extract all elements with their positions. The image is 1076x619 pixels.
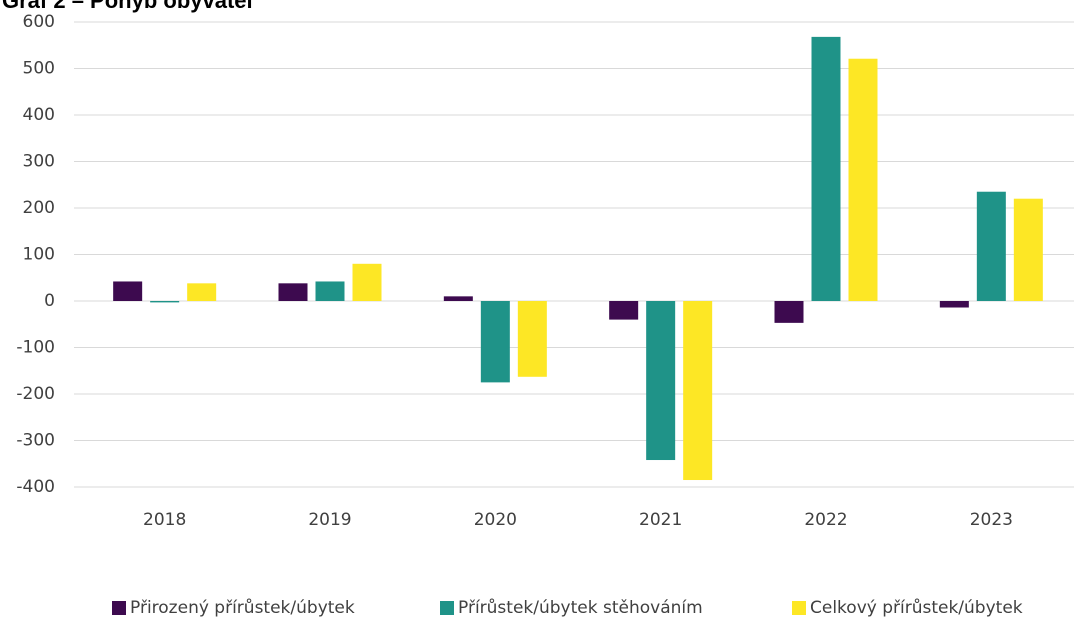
y-tick-label: 200	[23, 198, 55, 218]
y-tick-label: -200	[16, 384, 55, 404]
x-tick-label: 2021	[639, 510, 682, 530]
bar	[939, 301, 969, 308]
legend-label: Přirozený přírůstek/úbytek	[130, 598, 355, 618]
y-tick-label: -300	[16, 431, 55, 451]
chart-title: Graf 2 – Pohyb obyvatel	[2, 0, 253, 13]
x-tick-label: 2023	[970, 510, 1013, 530]
bar	[683, 301, 713, 481]
legend-label: Přírůstek/úbytek stěhováním	[458, 598, 703, 618]
x-tick-label: 2020	[474, 510, 517, 530]
bar	[848, 58, 878, 301]
y-tick-label: 400	[23, 105, 55, 125]
legend-swatch	[792, 601, 806, 615]
y-tick-label: 300	[23, 152, 55, 172]
bar	[443, 296, 473, 301]
bar	[352, 263, 382, 301]
legend-swatch	[112, 601, 126, 615]
bar	[113, 281, 143, 301]
bar	[150, 301, 180, 303]
x-tick-label: 2019	[308, 510, 351, 530]
bar	[976, 191, 1006, 301]
y-tick-label: 0	[44, 291, 55, 311]
y-tick-label: 600	[23, 12, 55, 32]
legend-swatch	[440, 601, 454, 615]
bar	[480, 301, 510, 383]
bar	[517, 301, 547, 377]
y-tick-label: -400	[16, 477, 55, 497]
y-tick-label: 100	[23, 245, 55, 265]
bar	[609, 301, 639, 320]
bar	[187, 283, 217, 301]
x-tick-label: 2018	[143, 510, 186, 530]
y-tick-label: 500	[23, 59, 55, 79]
bar	[811, 36, 841, 301]
bar	[315, 281, 345, 301]
bar	[1013, 198, 1043, 301]
y-tick-label: -100	[16, 338, 55, 358]
bar	[278, 283, 308, 301]
bar	[646, 301, 676, 461]
x-tick-label: 2022	[804, 510, 847, 530]
legend-label: Celkový přírůstek/úbytek	[810, 598, 1023, 618]
bar	[774, 301, 804, 323]
